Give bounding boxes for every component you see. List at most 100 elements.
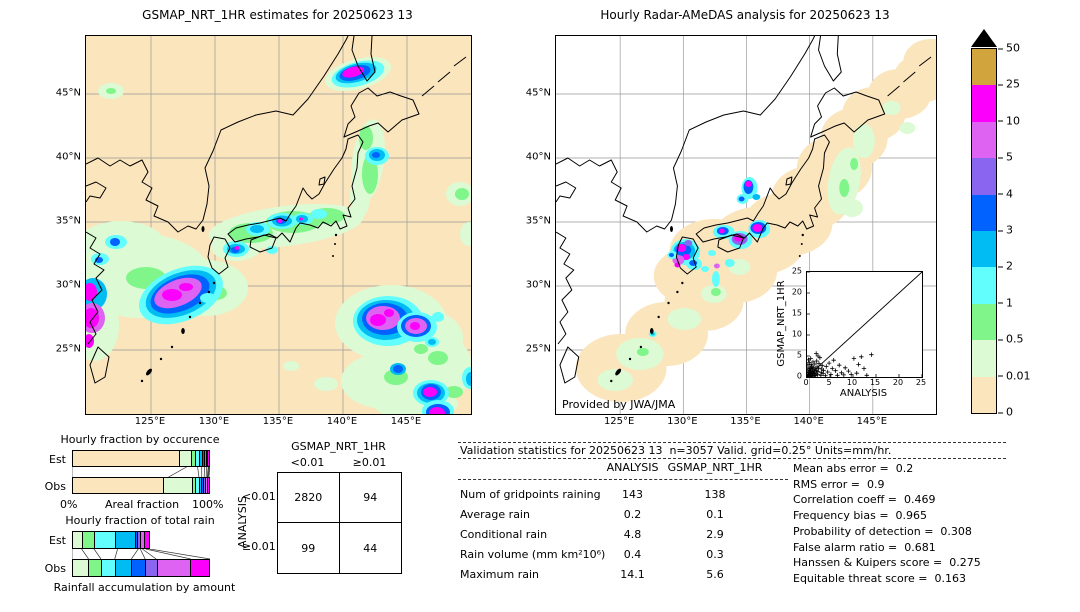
bar-segment bbox=[162, 478, 192, 493]
colorbar-labels: 50 25 10 5 4 3 2 1 0.5 0.01 0 bbox=[998, 42, 1038, 419]
colorbar-segment bbox=[972, 85, 996, 122]
validation-table-row: Conditional rain 4.8 2.9 bbox=[460, 524, 765, 544]
bar-segment bbox=[156, 560, 190, 576]
contingency-value-10: 99 bbox=[278, 523, 340, 573]
colorbar-segment bbox=[972, 303, 996, 341]
longitude-tick-label: 135°E bbox=[262, 416, 294, 427]
totalrain-est-bar bbox=[72, 531, 210, 549]
validation-table-row: Num of gridpoints raining 143 138 bbox=[460, 484, 765, 504]
validation-metric: Probability of detection = 0.308 bbox=[793, 524, 972, 538]
scatter-x-tick-label: 5 bbox=[826, 378, 832, 387]
bar-segment bbox=[81, 532, 94, 548]
longitude-tick-label: 145°E bbox=[856, 416, 888, 427]
bar-segment bbox=[73, 478, 163, 493]
radar-map-title: Hourly Radar-AMeDAS analysis for 2025062… bbox=[600, 8, 890, 22]
colorbar-segment bbox=[972, 340, 996, 377]
bar-segment bbox=[144, 532, 149, 548]
colorbar-segment bbox=[972, 49, 996, 86]
colorbar-segment bbox=[972, 194, 996, 232]
bar-segment bbox=[88, 560, 102, 576]
radar-map: GSMAP_NRT_1HR 0 5 10 15 20 25 0 5 10 15 20 25 ANAL… bbox=[555, 35, 937, 415]
bar-segment bbox=[73, 451, 180, 466]
bar-segment bbox=[204, 478, 207, 493]
contingency-row-1: ≥0.01 bbox=[242, 540, 276, 553]
contingency-table: 2820 94 99 44 bbox=[277, 472, 402, 574]
bar-segment bbox=[195, 451, 199, 466]
latitude-tick-label: 30°N bbox=[55, 279, 81, 291]
bar-segment bbox=[206, 478, 209, 493]
colorbar-tick-label: 3 bbox=[998, 224, 1013, 237]
contingency-value-11: 44 bbox=[363, 541, 378, 555]
bar-segment bbox=[179, 451, 191, 466]
colorbar-tick-label: 4 bbox=[998, 187, 1013, 200]
gsmap-latitude-axis: 45°N 40°N 35°N 30°N 25°N bbox=[45, 35, 83, 413]
validation-gsmap-value: 138 bbox=[704, 487, 726, 501]
occurrence-axis-label: Areal fraction bbox=[104, 498, 180, 511]
scatter-y-tick-label: 10 bbox=[791, 329, 802, 339]
contingency-row-0: <0.01 bbox=[242, 490, 276, 503]
validation-analysis-value: 143 bbox=[622, 487, 643, 501]
scatter-y-tick-label: 0 bbox=[796, 371, 802, 381]
divider-top bbox=[458, 442, 1006, 443]
divider-table bbox=[458, 479, 788, 480]
bar-segment bbox=[145, 560, 157, 576]
longitude-tick-label: 145°E bbox=[390, 416, 422, 427]
latitude-tick-label: 30°N bbox=[525, 279, 551, 291]
scatter-points bbox=[807, 351, 874, 377]
occurrence-est-bar bbox=[72, 450, 210, 467]
latitude-tick-label: 35°N bbox=[55, 215, 81, 227]
bar-segment bbox=[190, 451, 196, 466]
colorbar bbox=[971, 48, 997, 414]
validation-gsmap-value: 5.6 bbox=[706, 567, 724, 581]
colorbar-segment bbox=[972, 376, 996, 414]
occurrence-title: Hourly fraction by occurence bbox=[60, 433, 220, 446]
latitude-tick-label: 45°N bbox=[525, 87, 551, 99]
longitude-tick-label: 125°E bbox=[134, 416, 166, 427]
bar-segment bbox=[137, 532, 141, 548]
scatter-y-tick-label: 20 bbox=[791, 287, 802, 297]
validation-table-row: Maximum rain 14.1 5.6 bbox=[460, 564, 765, 584]
colorbar-tick-label: 5 bbox=[998, 151, 1013, 164]
totalrain-obs-label: Obs bbox=[44, 562, 66, 575]
bar-segment bbox=[201, 478, 204, 493]
longitude-tick-label: 130°E bbox=[198, 416, 230, 427]
colorbar-segment bbox=[972, 121, 996, 159]
scatter-x-ticks: 0 5 10 15 20 25 bbox=[803, 378, 926, 388]
bar-segment bbox=[101, 560, 115, 576]
validation-analysis-value: 4.8 bbox=[623, 527, 642, 541]
validation-table-row: Rain volume (mm km²10⁶) 0.4 0.3 bbox=[460, 544, 765, 564]
validation-col-analysis: ANALYSIS bbox=[606, 461, 659, 474]
scatter-x-tick-label: 20 bbox=[892, 378, 904, 387]
scatter-x-tick-label: 0 bbox=[803, 378, 809, 387]
bar-segment bbox=[189, 560, 210, 576]
latitude-tick-label: 25°N bbox=[55, 343, 81, 355]
colorbar-tick-label: 2 bbox=[998, 260, 1013, 273]
scatter-x-tick-label: 10 bbox=[846, 378, 858, 387]
validation-gsmap-value: 0.1 bbox=[706, 507, 724, 521]
validation-row-label: Maximum rain bbox=[460, 567, 539, 581]
longitude-tick-label: 140°E bbox=[793, 416, 824, 427]
occurrence-connectors bbox=[72, 467, 210, 477]
totalrain-connectors bbox=[72, 549, 210, 559]
colorbar-tick-label: 10 bbox=[998, 114, 1020, 127]
radar-rain-blobs bbox=[575, 39, 936, 402]
colorbar-tick-label: 50 bbox=[998, 42, 1020, 55]
contingency-value-01: 94 bbox=[339, 473, 401, 523]
gsmap-longitude-axis: 125°E 130°E 135°E 140°E 145°E bbox=[85, 414, 470, 428]
colorbar-tick-label: 25 bbox=[998, 78, 1020, 91]
longitude-tick-label: 130°E bbox=[667, 416, 698, 427]
gsmap-map-title: GSMAP_NRT_1HR estimates for 20250623 13 bbox=[142, 8, 413, 22]
occurrence-obs-bar bbox=[72, 477, 210, 494]
colorbar-segment bbox=[972, 231, 996, 268]
longitude-tick-label: 125°E bbox=[603, 416, 635, 427]
validation-metric: False alarm ratio = 0.681 bbox=[793, 540, 936, 554]
bar-segment bbox=[134, 532, 138, 548]
validation-metric: RMS error = 0.9 bbox=[793, 477, 885, 491]
validation-table-row: Average rain 0.2 0.1 bbox=[460, 504, 765, 524]
bar-segment bbox=[198, 451, 202, 466]
validation-column-headers: ANALYSIS GSMAP_NRT_1HR bbox=[460, 461, 765, 474]
validation-row-label: Average rain bbox=[460, 507, 530, 521]
bar-segment bbox=[201, 451, 205, 466]
validation-analysis-value: 14.1 bbox=[620, 567, 645, 581]
gsmap-map bbox=[85, 35, 472, 415]
